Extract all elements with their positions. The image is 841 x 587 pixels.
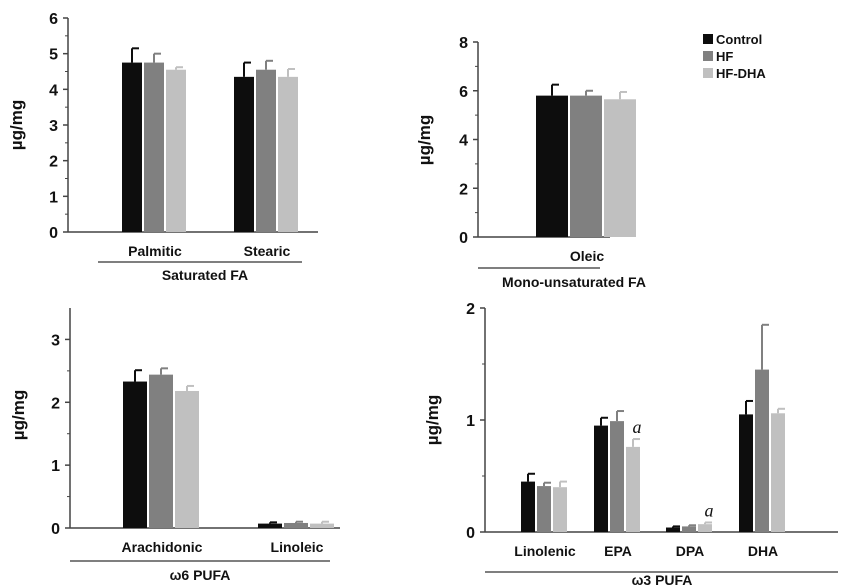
- bar-control: [594, 425, 608, 532]
- bar-hf: [610, 421, 624, 532]
- bar-control: [666, 527, 680, 532]
- group-label: Saturated FA: [162, 267, 248, 283]
- bar-hf: [537, 486, 551, 532]
- bar-hf-dha: [626, 446, 640, 532]
- y-tick-label: 6: [459, 84, 468, 101]
- category-label: DHA: [748, 543, 778, 559]
- significance-label: a: [705, 500, 714, 520]
- y-tick-label: 3: [49, 118, 58, 135]
- bar-hf: [570, 95, 602, 237]
- bar-control: [234, 76, 254, 232]
- y-tick-label: 4: [49, 82, 58, 99]
- bar-hf-dha: [278, 76, 298, 232]
- y-tick-label: 5: [49, 47, 58, 64]
- group-label: Mono-unsaturated FA: [502, 274, 646, 290]
- bar-hf: [682, 526, 696, 532]
- y-tick-label: 3: [51, 332, 60, 349]
- y-axis-label: µg/mg: [7, 100, 26, 150]
- legend-label: HF-DHA: [716, 66, 766, 81]
- bar-hf-dha: [771, 413, 785, 532]
- bar-hf-dha: [175, 390, 199, 528]
- y-axis-label: µg/mg: [415, 115, 434, 165]
- bar-control: [536, 95, 568, 237]
- bar-hf: [144, 62, 164, 233]
- category-label: Linolenic: [514, 543, 576, 559]
- category-label: Stearic: [244, 243, 291, 259]
- y-axis-label: µg/mg: [9, 390, 28, 440]
- y-tick-label: 4: [459, 133, 468, 150]
- legend-label: HF: [716, 49, 733, 64]
- category-label: Linoleic: [271, 539, 324, 555]
- category-label: Arachidonic: [122, 539, 203, 555]
- bar-hf: [755, 369, 769, 532]
- y-tick-label: 0: [49, 225, 58, 242]
- significance-label: a: [633, 417, 642, 437]
- y-tick-label: 2: [51, 395, 60, 412]
- bar-hf-dha: [310, 523, 334, 528]
- category-label: EPA: [604, 543, 632, 559]
- legend-swatch-hf-dha: [703, 68, 713, 78]
- y-tick-label: 0: [51, 521, 60, 538]
- bar-control: [122, 62, 142, 233]
- bar-hf-dha: [553, 487, 567, 532]
- bar-hf: [284, 522, 308, 528]
- y-tick-label: 0: [459, 230, 468, 247]
- chart-panel-3: 0 1 2 3 µg/mg Arachidonic Linoleic ω6 PUFA: [9, 308, 340, 583]
- y-tick-label: 0: [466, 525, 475, 542]
- group-label: ω6 PUFA: [170, 567, 231, 583]
- bar-hf: [149, 374, 173, 528]
- chart-panel-2: 0 2 4 6 8 µg/mg Oleic Mono-unsaturated FA: [415, 35, 646, 290]
- group-label: ω3 PUFA: [632, 572, 693, 587]
- chart-panel-4: 0 1 2 µg/mg Linolenic a EPA a DPA DHA ω3 PUFA: [423, 301, 838, 587]
- legend: Control HF HF-DHA: [703, 32, 766, 81]
- bar-control: [258, 523, 282, 528]
- legend-label: Control: [716, 32, 762, 47]
- y-tick-label: 2: [49, 154, 58, 171]
- category-label: DPA: [676, 543, 705, 559]
- bar-control: [123, 381, 147, 528]
- bar-hf-dha: [698, 524, 712, 532]
- category-label: Oleic: [570, 248, 604, 264]
- category-label: Palmitic: [128, 243, 182, 259]
- bar-hf-dha: [166, 69, 186, 232]
- y-tick-label: 2: [459, 181, 468, 198]
- legend-swatch-control: [703, 34, 713, 44]
- y-tick-label: 6: [49, 11, 58, 28]
- y-tick-label: 1: [49, 189, 58, 206]
- y-tick-label: 8: [459, 35, 468, 52]
- bar-hf-dha: [604, 99, 636, 237]
- bar-control: [521, 481, 535, 532]
- bar-hf: [256, 69, 276, 232]
- y-tick-label: 1: [466, 413, 475, 430]
- legend-swatch-hf: [703, 51, 713, 61]
- y-tick-label: 2: [466, 301, 475, 318]
- y-axis-label: µg/mg: [423, 395, 442, 445]
- y-tick-label: 1: [51, 458, 60, 475]
- bar-control: [739, 414, 753, 532]
- chart-panel-1: 0 1 2 3 4 5 6 µg/mg Palmitic Stearic Saturated FA: [7, 11, 318, 283]
